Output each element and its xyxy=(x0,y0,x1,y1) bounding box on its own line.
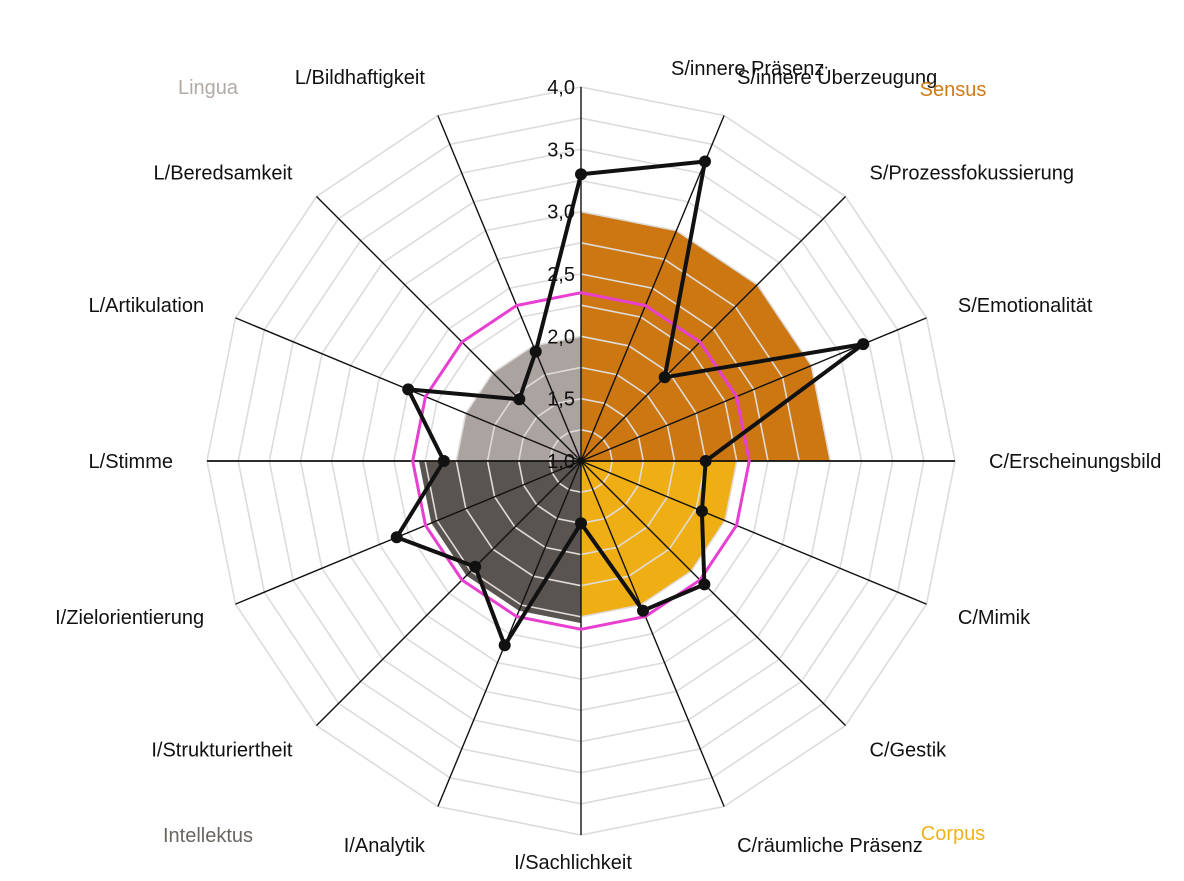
data-point-i-analytik xyxy=(498,639,511,652)
data-point-c-gestik xyxy=(698,578,711,591)
spoke-c-mimik xyxy=(580,460,927,605)
axis-label-l-artikulation: L/Artikulation xyxy=(88,295,204,317)
data-point-s-emotionalität xyxy=(857,338,870,351)
axis-label-c-erscheinungsbild: C/Erscheinungsbild xyxy=(989,451,1161,473)
data-point-s-innere-überzeugung xyxy=(699,155,711,168)
tick-label: 2,0 xyxy=(547,326,575,348)
spoke-i-zielorientierung xyxy=(235,460,582,605)
axis-label-l-bildhaftigkeit: L/Bildhaftigkeit xyxy=(295,67,426,89)
axis-label-l-stimme: L/Stimme xyxy=(89,451,173,473)
series-line-magenta xyxy=(411,291,751,631)
series-layer xyxy=(390,155,870,652)
spoke-c-gestik xyxy=(580,460,846,726)
axis-label-i-strukturiertheit: I/Strukturiertheit xyxy=(151,740,293,762)
axis-label-c-mimik: C/Mimik xyxy=(958,607,1031,629)
data-point-s-prozessfokussierung xyxy=(658,371,671,384)
axis-label-i-analytik: I/Analytik xyxy=(344,835,426,857)
spoke-i-strukturiertheit xyxy=(316,460,582,726)
group-label-sensus: Sensus xyxy=(920,79,987,101)
group-label-lingua: Lingua xyxy=(178,77,239,99)
data-point-c-erscheinungsbild xyxy=(699,455,712,467)
axis-label-s-emotionalität: S/Emotionalität xyxy=(958,295,1093,317)
data-point-c-mimik xyxy=(695,505,708,518)
data-point-i-zielorientierung xyxy=(390,531,403,544)
data-point-s-innere-präsenz xyxy=(575,168,587,181)
data-point-i-strukturiertheit xyxy=(469,560,482,573)
spoke-s-prozessfokussierung xyxy=(580,196,846,462)
tick-label: 1,5 xyxy=(547,389,575,411)
spoke-s-emotionalität xyxy=(580,317,927,462)
axis-label-c-gestik: C/Gestik xyxy=(870,740,948,762)
spoke-c-räumliche-präsenz xyxy=(580,460,725,807)
tick-label: 3,0 xyxy=(547,202,575,224)
axis-label-l-beredsamkeit: L/Beredsamkeit xyxy=(154,163,293,185)
tick-label: 3,5 xyxy=(547,139,575,161)
tick-label: 1,0 xyxy=(547,451,575,473)
spoke-i-analytik xyxy=(437,460,582,807)
tick-label: 2,5 xyxy=(547,264,575,286)
data-point-c-räumliche-präsenz xyxy=(637,604,649,617)
data-point-l-bildhaftigkeit xyxy=(529,345,542,358)
group-labels: Lingua Sensus Intellektus Corpus xyxy=(163,77,986,847)
spoke-l-beredsamkeit xyxy=(316,196,582,462)
data-point-i-sachlichkeit xyxy=(575,517,587,530)
axis-label-s-prozessfokussierung: S/Prozessfokussierung xyxy=(870,163,1075,185)
group-label-intellektus: Intellektus xyxy=(163,825,253,847)
axis-label-s-innere-präsenz: S/innere Präsenz xyxy=(671,58,824,80)
spoke-l-bildhaftigkeit xyxy=(437,115,582,462)
axis-label-i-zielorientierung: I/Zielorientierung xyxy=(55,607,204,629)
axis-label-s-innere-überzeugung: S/innere Überzeugung xyxy=(737,67,937,89)
group-label-corpus: Corpus xyxy=(921,823,985,845)
axis-spokes xyxy=(207,87,955,835)
tick-labels: 1,0 1,5 2,0 2,5 3,0 3,5 4,0 xyxy=(547,77,575,473)
spoke-s-innere-überzeugung xyxy=(580,115,725,462)
data-point-l-artikulation xyxy=(402,383,415,396)
axis-label-i-sachlichkeit: I/Sachlichkeit xyxy=(514,852,632,874)
axis-label-c-räumliche-präsenz: C/räumliche Präsenz xyxy=(737,835,923,857)
data-point-l-stimme xyxy=(437,455,450,467)
tick-label: 4,0 xyxy=(547,77,575,99)
data-point-l-beredsamkeit xyxy=(513,393,526,406)
